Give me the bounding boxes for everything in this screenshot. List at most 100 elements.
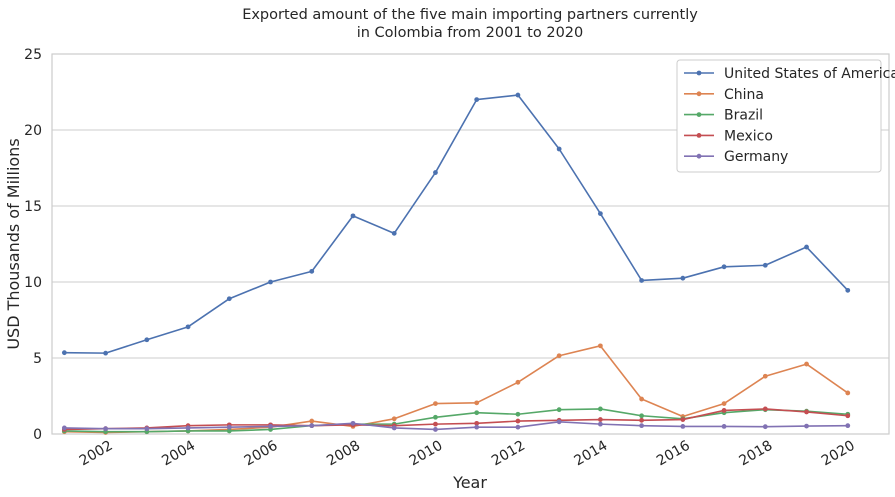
data-point <box>391 230 397 236</box>
data-point <box>762 373 768 379</box>
x-tick-label: 2018 <box>736 438 775 470</box>
data-point <box>721 424 727 429</box>
legend-marker <box>696 70 702 76</box>
x-tick-label: 2004 <box>159 438 198 470</box>
legend-label: Brazil <box>724 108 763 124</box>
data-point <box>433 170 438 175</box>
data-point <box>350 420 356 426</box>
data-point <box>515 92 521 98</box>
data-point <box>597 417 603 422</box>
data-point <box>680 275 686 281</box>
data-point <box>639 413 645 419</box>
data-point <box>762 424 768 430</box>
data-point <box>597 406 603 412</box>
y-tick-label: 0 <box>33 427 42 443</box>
data-point <box>597 421 603 427</box>
data-point <box>474 410 480 416</box>
y-tick-label: 10 <box>24 275 42 291</box>
data-point <box>433 421 438 427</box>
data-point <box>391 425 397 431</box>
x-tick-label: 2010 <box>407 438 446 470</box>
x-tick-label: 2002 <box>77 438 116 470</box>
data-point <box>845 423 851 429</box>
y-tick-label: 25 <box>24 47 42 63</box>
x-tick-label: 2008 <box>324 438 363 470</box>
x-tick-label: 2006 <box>242 438 281 470</box>
series-line <box>64 345 849 434</box>
data-point <box>639 423 645 429</box>
data-point <box>474 420 480 426</box>
series-line <box>64 94 849 354</box>
data-point <box>556 419 562 425</box>
data-point <box>597 211 603 217</box>
series-line <box>64 421 848 431</box>
data-point <box>474 97 480 102</box>
data-point <box>597 343 603 349</box>
data-point <box>515 411 521 417</box>
data-point <box>515 379 521 385</box>
data-point <box>680 424 686 429</box>
data-point <box>515 418 521 424</box>
legend-marker <box>696 112 702 117</box>
data-point <box>804 423 809 429</box>
series-line <box>64 408 848 433</box>
data-point <box>639 396 645 402</box>
x-tick-label: 2014 <box>572 438 611 470</box>
y-tick-label: 20 <box>24 123 42 139</box>
legend-marker <box>696 153 702 159</box>
data-point <box>556 146 562 152</box>
legend-marker <box>696 133 702 138</box>
data-point <box>433 401 438 406</box>
data-point <box>103 426 109 432</box>
plot-frame <box>51 53 890 435</box>
data-point <box>804 244 809 250</box>
data-point <box>845 390 851 396</box>
x-tick-label: 2020 <box>819 438 858 470</box>
data-point <box>350 213 356 219</box>
data-point <box>556 407 562 413</box>
data-point <box>185 324 191 330</box>
y-tick-label: 5 <box>33 351 42 367</box>
data-point <box>680 417 686 422</box>
data-point <box>804 409 809 415</box>
chart-title: Exported amount of the five main importi… <box>242 7 698 41</box>
x-axis-label: Year <box>452 473 487 492</box>
data-point <box>268 279 273 285</box>
data-point <box>762 406 768 412</box>
data-point <box>804 361 809 367</box>
chart-title-line-2: in Colombia from 2001 to 2020 <box>357 25 584 41</box>
data-point <box>845 287 851 293</box>
data-point <box>61 350 67 356</box>
data-point <box>185 425 191 431</box>
data-point <box>61 425 67 431</box>
data-point <box>721 401 727 406</box>
legend-label: Mexico <box>724 128 773 144</box>
y-axis-ticks: 0 5 10 15 20 25 <box>24 47 42 443</box>
data-point <box>391 416 397 422</box>
x-tick-label: 2012 <box>489 438 528 470</box>
data-point <box>144 426 150 432</box>
data-point <box>268 424 273 429</box>
data-point <box>144 337 150 343</box>
data-point <box>226 296 232 302</box>
data-point <box>845 413 851 419</box>
series-line <box>64 408 848 431</box>
data-point <box>474 424 480 430</box>
data-point <box>721 408 727 413</box>
data-point <box>639 417 645 423</box>
chart-title-line-1: Exported amount of the five main importi… <box>242 7 698 23</box>
data-point <box>762 262 768 268</box>
x-axis-ticks: 2002 2004 2006 2008 2010 2012 2014 2016 2018 2020 <box>77 438 858 470</box>
series-4 <box>61 419 851 432</box>
y-tick-label: 15 <box>24 199 42 215</box>
data-point <box>309 418 315 424</box>
legend-label: United States of America <box>724 66 895 82</box>
series-lines <box>61 92 851 435</box>
data-point <box>309 423 315 429</box>
data-point <box>103 350 109 356</box>
data-point <box>226 428 232 434</box>
legend-label: China <box>724 87 764 103</box>
data-point <box>515 424 521 430</box>
data-point <box>721 264 727 270</box>
